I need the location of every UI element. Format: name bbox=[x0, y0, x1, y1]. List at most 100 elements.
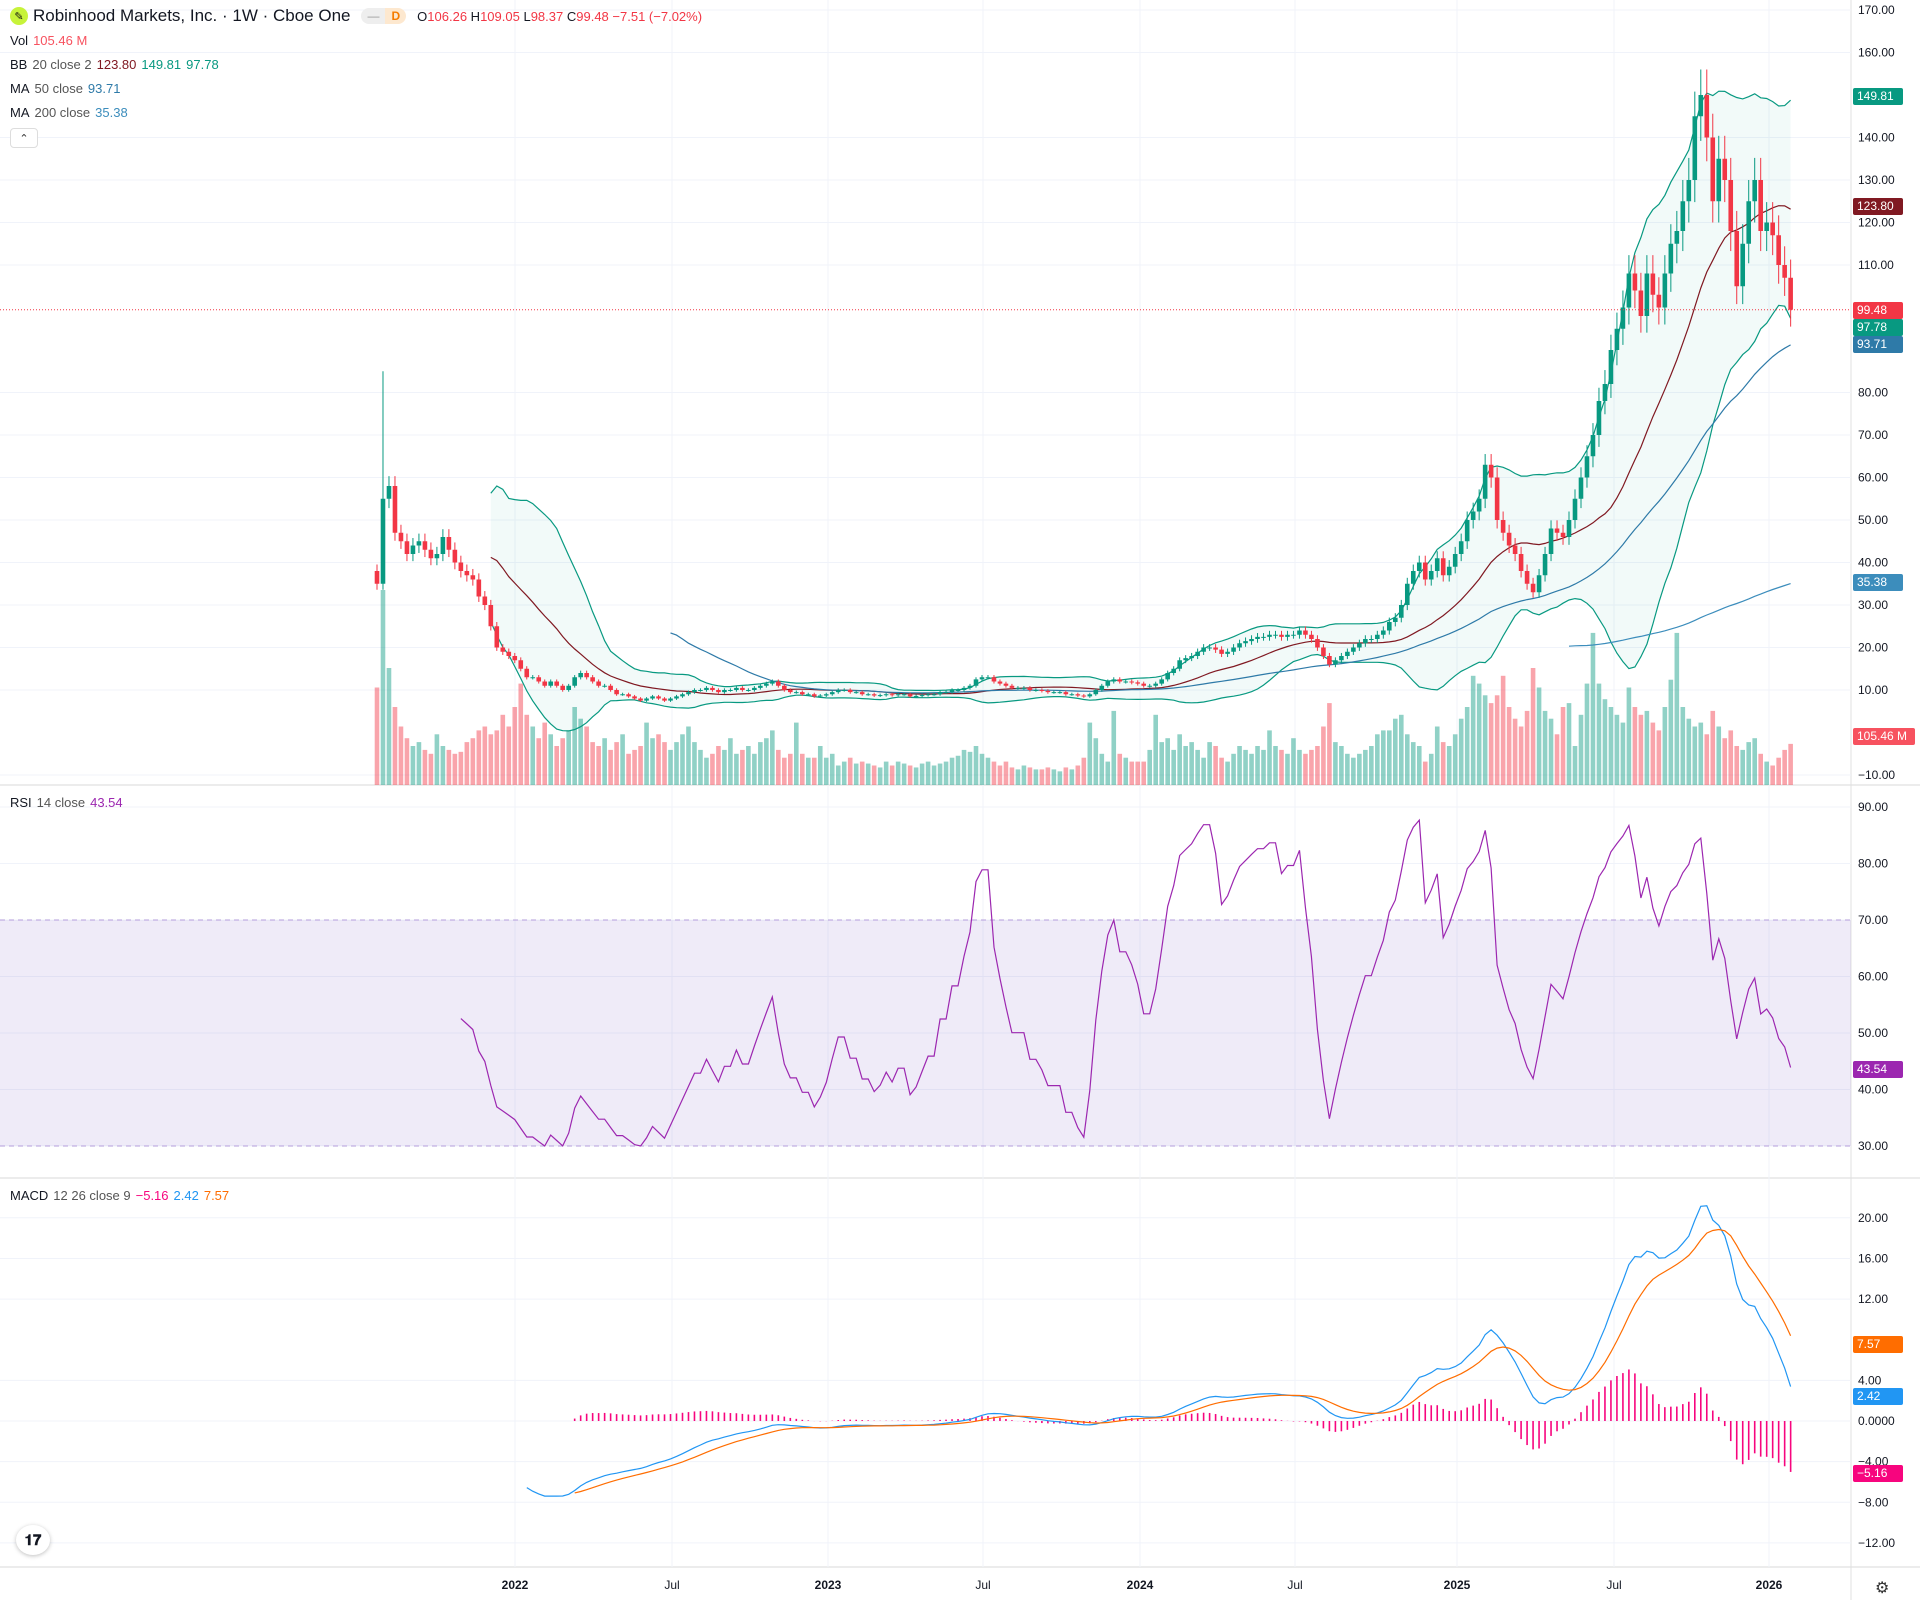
candle-body bbox=[811, 694, 817, 697]
candle bbox=[1141, 681, 1147, 688]
candle-body bbox=[1381, 630, 1386, 635]
symbol-title[interactable]: Robinhood Markets, Inc. · 1W · Cboe One bbox=[33, 6, 351, 25]
candle bbox=[1345, 648, 1350, 660]
gear-icon[interactable]: ⚙ bbox=[1875, 1580, 1890, 1597]
candle bbox=[1333, 657, 1338, 668]
macd-legend[interactable]: MACD 12 26 close 9 −5.16 2.42 7.57 bbox=[10, 1188, 230, 1203]
candle bbox=[1710, 113, 1716, 223]
candle bbox=[680, 692, 685, 698]
market-status-badge[interactable]: — D bbox=[361, 8, 407, 24]
volume-bar bbox=[764, 738, 769, 785]
ma50-legend[interactable]: MA 50 close 93.71 bbox=[10, 81, 121, 96]
candle bbox=[782, 683, 787, 692]
volume-bar bbox=[1542, 710, 1548, 785]
candle bbox=[1153, 681, 1158, 688]
candle-body bbox=[398, 532, 404, 542]
candle-body bbox=[1458, 541, 1464, 554]
volume-bar bbox=[1201, 757, 1206, 785]
volume-bar bbox=[1638, 714, 1644, 785]
candle bbox=[644, 697, 649, 702]
volume-bar bbox=[716, 746, 721, 785]
candle-body bbox=[1207, 647, 1212, 649]
candle-body bbox=[1446, 566, 1452, 576]
candle bbox=[799, 690, 805, 696]
rsi-legend[interactable]: RSI 14 close 43.54 bbox=[10, 795, 123, 810]
volume-bar bbox=[1225, 761, 1230, 785]
candle-body bbox=[1099, 685, 1105, 690]
candle bbox=[440, 529, 446, 562]
volume-bar bbox=[782, 757, 787, 785]
candle bbox=[512, 652, 518, 664]
x-tick-label: 2022 bbox=[502, 1578, 529, 1592]
candle-body bbox=[1614, 328, 1620, 350]
axis-tag-price: 99.48 bbox=[1853, 301, 1903, 319]
candle bbox=[811, 692, 817, 698]
tradingview-logo-icon[interactable]: 𝟏𝟕 bbox=[16, 1525, 50, 1555]
volume-bar bbox=[1734, 746, 1740, 785]
volume-bar bbox=[1021, 765, 1027, 785]
candle bbox=[770, 679, 775, 686]
collapse-legend-button[interactable]: ⌃ bbox=[10, 128, 38, 148]
chevron-up-icon: ⌃ bbox=[19, 132, 29, 145]
candle bbox=[901, 692, 907, 696]
ma200-legend[interactable]: MA 200 close 35.38 bbox=[10, 105, 128, 120]
volume-bar bbox=[1357, 753, 1362, 785]
candle-body bbox=[1057, 692, 1063, 694]
volume-bar bbox=[1219, 757, 1224, 785]
axis-tag-bb-basis: 123.80 bbox=[1853, 198, 1903, 216]
volume-bar bbox=[1273, 746, 1278, 785]
volume-bar bbox=[943, 761, 949, 785]
volume-bar bbox=[776, 749, 781, 785]
candle-body bbox=[1716, 158, 1722, 202]
candle bbox=[1225, 648, 1230, 658]
volume-bar bbox=[704, 757, 709, 785]
candle-body bbox=[1321, 647, 1326, 656]
volume-bar bbox=[392, 707, 398, 785]
candle-body bbox=[919, 695, 925, 697]
candle-body bbox=[1135, 682, 1141, 684]
candle-body bbox=[1698, 95, 1704, 117]
candle bbox=[1404, 577, 1410, 611]
volume-bar bbox=[1530, 668, 1536, 785]
bb-legend[interactable]: BB 20 close 2 123.80 149.81 97.78 bbox=[10, 57, 219, 72]
candle-body bbox=[488, 605, 494, 627]
candle-body bbox=[973, 679, 979, 686]
candle bbox=[1159, 677, 1164, 686]
volume-bar bbox=[1279, 749, 1284, 785]
candle-body bbox=[967, 685, 973, 688]
price-tick-label: 160.00 bbox=[1858, 46, 1895, 60]
macd-tick-label: −4.00 bbox=[1858, 1455, 1889, 1469]
volume-bar bbox=[1321, 726, 1326, 785]
candle-body bbox=[1225, 651, 1230, 654]
candle-body bbox=[386, 486, 392, 499]
candle bbox=[967, 683, 973, 690]
volume-bar bbox=[895, 761, 901, 785]
candle bbox=[764, 681, 769, 688]
volume-legend[interactable]: Vol 105.46 M bbox=[10, 33, 88, 48]
candle-body bbox=[1638, 290, 1644, 316]
price-tick-label: 170.00 bbox=[1858, 3, 1895, 17]
candle-body bbox=[1722, 158, 1728, 180]
candle bbox=[464, 564, 470, 582]
price-tick-label: 80.00 bbox=[1858, 386, 1888, 400]
candle-body bbox=[650, 696, 655, 699]
volume-bar bbox=[488, 734, 494, 785]
x-tick-label: 2023 bbox=[815, 1578, 842, 1592]
macd-line bbox=[526, 1205, 1792, 1497]
candle-body bbox=[452, 549, 458, 563]
candle-body bbox=[1506, 532, 1512, 546]
candle-body bbox=[1752, 180, 1757, 202]
candle-body bbox=[704, 687, 709, 690]
candle bbox=[524, 666, 530, 680]
candle bbox=[1267, 630, 1272, 641]
candle-body bbox=[1189, 656, 1194, 659]
candle bbox=[1093, 688, 1099, 696]
candle-body bbox=[1704, 95, 1710, 138]
volume-bar bbox=[1027, 767, 1033, 785]
candle-body bbox=[530, 677, 536, 679]
candle bbox=[1464, 511, 1470, 549]
candle-body bbox=[1500, 520, 1506, 533]
candle-body bbox=[446, 537, 452, 550]
candle-body bbox=[925, 694, 931, 696]
